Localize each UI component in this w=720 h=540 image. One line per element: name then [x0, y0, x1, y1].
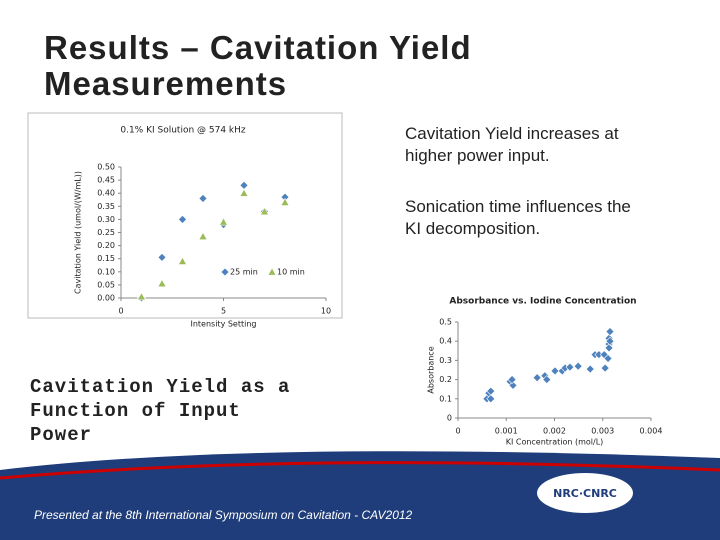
chart-frame — [27, 112, 343, 319]
point — [239, 188, 249, 197]
chart-title: Absorbance vs. Iodine Concentration — [449, 297, 636, 307]
point — [157, 278, 167, 288]
point — [550, 366, 560, 376]
point — [486, 386, 496, 396]
y-axis-label: Absorbance — [427, 346, 436, 393]
x-tick-label: 0 — [118, 307, 123, 316]
point — [259, 206, 270, 216]
y-tick-label: 0.35 — [97, 202, 115, 211]
y-tick-label: 0.25 — [97, 228, 115, 237]
y-tick-label: 0.00 — [97, 294, 115, 303]
x-tick-label: 0.003 — [591, 427, 614, 436]
footer: Presented at the 8th International Sympo… — [34, 508, 413, 522]
point — [507, 375, 517, 385]
point — [603, 354, 613, 363]
x-tick-label: 0.002 — [543, 427, 566, 436]
legend-swatch — [267, 267, 277, 276]
y-tick-label: 0.5 — [439, 318, 452, 327]
x-tick-label: 0 — [455, 427, 460, 436]
footer-stripe — [0, 461, 720, 480]
point — [605, 327, 615, 337]
y-tick-label: 0.4 — [439, 337, 452, 346]
point — [239, 180, 249, 190]
y-tick-label: 0 — [447, 414, 452, 423]
point — [600, 363, 610, 373]
point — [198, 231, 208, 240]
logo-badge — [537, 473, 633, 513]
x-tick-label: 5 — [221, 307, 226, 316]
x-tick-label: 0.004 — [640, 427, 663, 436]
legend-label: 10 min — [277, 268, 305, 277]
y-tick-label: 0.50 — [97, 163, 115, 172]
y-tick-label: 0.1 — [439, 394, 452, 403]
y-tick-label: 0.10 — [97, 267, 115, 276]
y-tick-label: 0.2 — [439, 375, 452, 384]
point — [605, 336, 615, 346]
point — [198, 194, 208, 203]
point — [573, 361, 583, 371]
bullet: Sonication time influences the KI decomp… — [405, 197, 631, 238]
caption: Cavitation Yield as a Function of Input … — [30, 376, 291, 446]
point — [508, 380, 518, 390]
y-tick-label: 0.3 — [439, 356, 452, 365]
y-tick-label: 0.30 — [97, 215, 115, 224]
point — [157, 252, 167, 262]
point — [218, 217, 229, 226]
x-axis-label: KI Concentration (mol/L) — [506, 438, 604, 447]
x-axis-label: Intensity Setting — [190, 320, 256, 329]
point — [542, 375, 552, 385]
slide-title: Results – Cavitation Yield Measurements — [44, 29, 472, 102]
legend-swatch — [220, 267, 230, 277]
point — [604, 343, 614, 353]
bullet: Cavitation Yield increases at higher pow… — [405, 124, 619, 165]
y-axis-label: Cavitation Yield (umol/(W/mL)) — [74, 171, 83, 294]
y-tick-label: 0.20 — [97, 241, 115, 250]
y-tick-label: 0.15 — [97, 254, 115, 263]
y-tick-label: 0.45 — [97, 176, 115, 185]
point — [136, 292, 147, 301]
point — [486, 394, 496, 404]
footer-band — [0, 451, 720, 540]
y-tick-label: 0.05 — [97, 280, 115, 289]
point — [280, 197, 290, 206]
point — [177, 256, 188, 265]
chart-title: 0.1% KI Solution @ 574 kHz — [120, 126, 246, 136]
legend-label: 25 min — [230, 268, 258, 277]
point — [178, 214, 187, 224]
x-tick-label: 10 — [321, 307, 331, 316]
point — [585, 364, 595, 374]
logo: NRC·CNRC — [553, 487, 617, 500]
x-tick-label: 0.001 — [495, 427, 518, 436]
y-tick-label: 0.40 — [97, 189, 115, 198]
point — [565, 362, 575, 372]
point — [532, 373, 542, 383]
